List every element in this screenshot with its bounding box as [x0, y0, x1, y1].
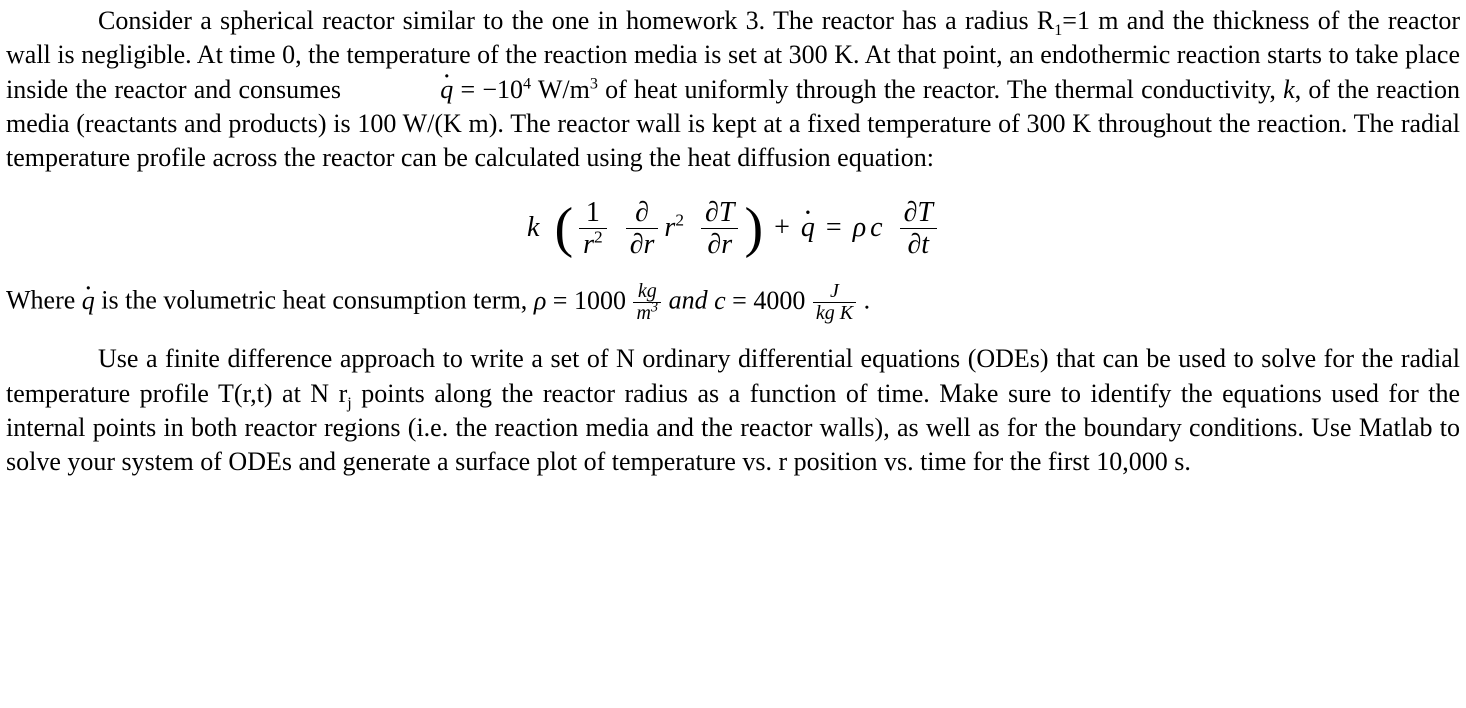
- equals-sign: =: [819, 214, 849, 242]
- denominator-dr-2: ∂r: [701, 229, 738, 259]
- where-prefix: Where: [6, 286, 82, 315]
- numerator-dT-2: ∂T: [900, 198, 937, 229]
- q-dot-inline: q: [82, 284, 95, 318]
- c: c: [870, 214, 882, 242]
- rho: ρ: [853, 214, 866, 242]
- equation-k: k: [527, 214, 539, 242]
- numerator-d: ∂: [626, 198, 659, 229]
- paragraph-1: Consider a spherical reactor similar to …: [6, 4, 1460, 176]
- denominator-dt: ∂t: [900, 229, 937, 259]
- paragraph-3: Use a finite difference approach to writ…: [6, 342, 1460, 479]
- fraction-dT-dr: ∂T ∂r: [701, 198, 738, 260]
- paragraph-2: Where q is the volumetric heat consumpti…: [6, 281, 1460, 324]
- heat-diffusion-equation: k ( 1 r2 ∂ ∂r r2 ∂T ∂r ) + q = ρ c: [6, 198, 1460, 260]
- qdesc: is the volumetric heat consumption term,: [95, 286, 534, 315]
- numerator-dT: ∂T: [701, 198, 738, 229]
- fraction-dT-dt: ∂T ∂t: [900, 198, 937, 260]
- r-squared-term: r2: [664, 214, 684, 242]
- denominator-r2: r2: [579, 229, 607, 259]
- numerator-one: 1: [579, 198, 607, 229]
- rho-value: ρ = 1000 kgm3: [534, 286, 662, 315]
- denominator-dr: ∂r: [626, 229, 659, 259]
- plus-sign: +: [767, 214, 797, 242]
- fraction-ddr: ∂ ∂r: [626, 198, 659, 260]
- q-dot: q: [801, 214, 815, 242]
- and-text: and: [662, 286, 714, 315]
- fraction-1-over-r2: 1 r2: [579, 198, 607, 260]
- page-body: Consider a spherical reactor similar to …: [0, 0, 1466, 496]
- c-value: c = 4000 Jkg K .: [714, 286, 870, 315]
